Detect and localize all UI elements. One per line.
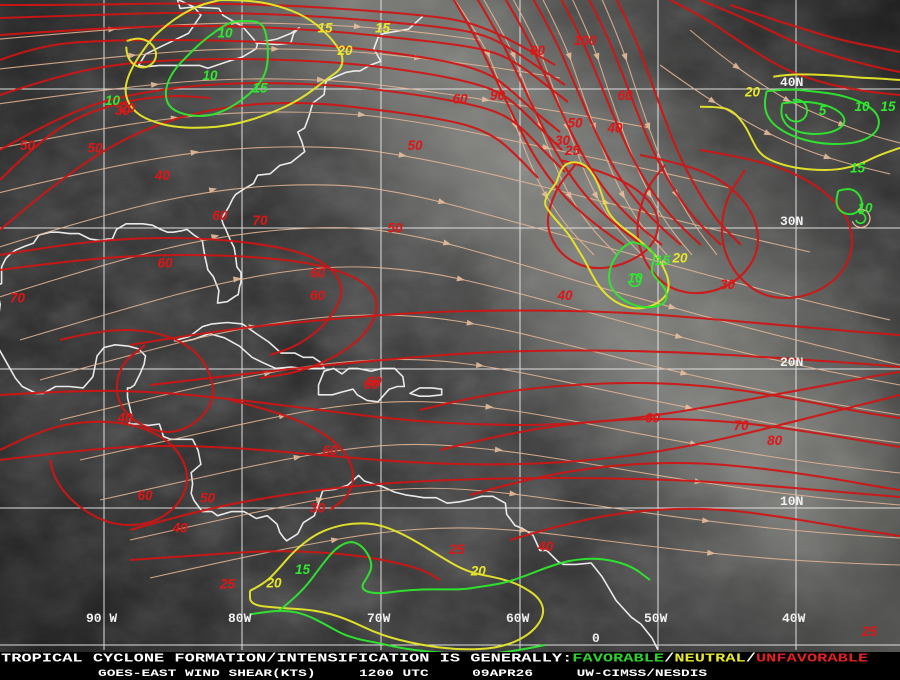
- svg-text:40W: 40W: [782, 611, 806, 626]
- svg-text:10: 10: [202, 68, 218, 83]
- svg-text:40: 40: [606, 121, 623, 136]
- svg-text:70: 70: [252, 213, 268, 228]
- svg-text:100: 100: [574, 33, 597, 48]
- svg-text:20N: 20N: [780, 355, 803, 370]
- svg-text:10: 10: [217, 26, 233, 41]
- svg-text:40: 40: [171, 521, 188, 536]
- svg-text:25: 25: [861, 624, 878, 639]
- svg-text:50: 50: [387, 221, 403, 236]
- svg-text:20: 20: [744, 85, 761, 100]
- svg-text:50: 50: [20, 138, 36, 153]
- svg-text:10: 10: [627, 271, 643, 286]
- svg-text:50: 50: [567, 116, 583, 131]
- svg-text:70W: 70W: [367, 611, 391, 626]
- svg-text:15: 15: [295, 562, 311, 577]
- svg-text:40N: 40N: [780, 75, 803, 90]
- svg-text:5: 5: [819, 103, 827, 118]
- svg-text:30N: 30N: [780, 214, 803, 229]
- svg-text:80: 80: [767, 433, 783, 448]
- svg-text:0: 0: [592, 631, 600, 646]
- svg-text:15: 15: [317, 21, 333, 36]
- svg-text:25: 25: [219, 577, 236, 592]
- svg-text:20: 20: [671, 251, 688, 266]
- svg-text:25: 25: [448, 542, 465, 557]
- svg-text:60: 60: [212, 208, 228, 223]
- svg-text:60W: 60W: [506, 611, 530, 626]
- svg-text:40: 40: [537, 539, 554, 554]
- svg-text:60: 60: [364, 377, 380, 392]
- svg-text:40: 40: [116, 411, 133, 426]
- svg-text:10: 10: [105, 93, 121, 108]
- svg-text:30: 30: [310, 501, 326, 516]
- svg-text:50: 50: [87, 141, 103, 156]
- svg-text:15: 15: [880, 99, 896, 114]
- svg-text:15: 15: [252, 81, 268, 96]
- svg-text:10N: 10N: [780, 494, 803, 509]
- svg-text:30: 30: [720, 277, 736, 292]
- svg-text:90: 90: [530, 43, 546, 58]
- svg-text:60: 60: [310, 266, 326, 281]
- svg-text:60: 60: [157, 256, 173, 271]
- svg-text:25: 25: [564, 143, 581, 158]
- svg-text:15: 15: [850, 161, 866, 176]
- svg-text:70: 70: [10, 291, 26, 306]
- svg-text:50: 50: [200, 491, 216, 506]
- svg-text:60: 60: [452, 92, 468, 107]
- svg-text:60: 60: [645, 411, 661, 426]
- svg-text:15: 15: [655, 253, 671, 268]
- svg-text:60: 60: [310, 288, 326, 303]
- svg-text:10: 10: [854, 99, 870, 114]
- svg-text:50W: 50W: [644, 611, 668, 626]
- svg-text:60: 60: [322, 443, 338, 458]
- svg-text:80W: 80W: [228, 611, 252, 626]
- svg-text:20: 20: [470, 563, 487, 578]
- svg-text:40: 40: [154, 168, 171, 183]
- svg-text:50: 50: [407, 138, 423, 153]
- svg-text:70: 70: [734, 418, 750, 433]
- svg-text:60: 60: [137, 488, 153, 503]
- svg-text:90: 90: [490, 88, 506, 103]
- svg-text:90 W: 90 W: [86, 611, 117, 626]
- svg-text:20: 20: [265, 576, 282, 591]
- svg-text:15: 15: [375, 21, 391, 36]
- svg-text:40: 40: [556, 288, 573, 303]
- svg-text:10: 10: [857, 201, 873, 216]
- svg-text:60: 60: [617, 88, 633, 103]
- svg-text:20: 20: [336, 43, 353, 58]
